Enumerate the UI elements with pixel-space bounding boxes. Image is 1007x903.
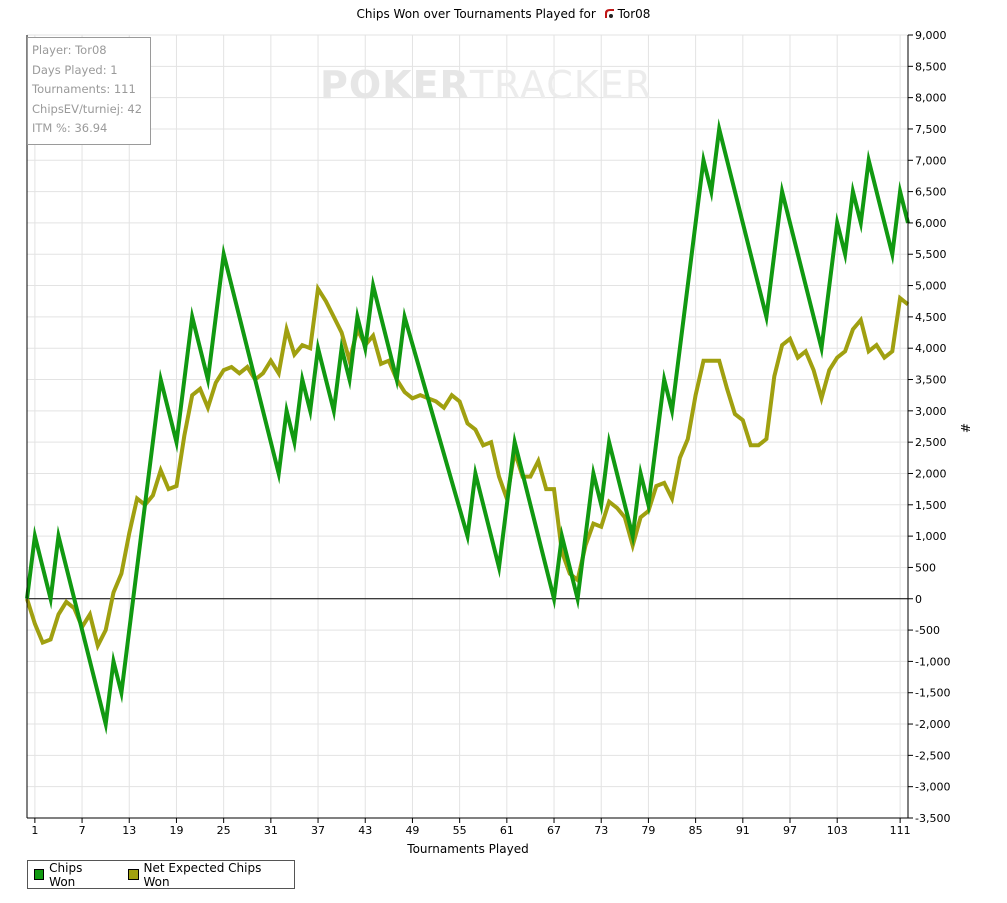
y-tick-label: -2,500 (915, 749, 950, 762)
y-tick-label: 8,500 (915, 60, 947, 73)
y-tick-label: 2,000 (915, 467, 947, 480)
x-tick-label: 85 (689, 824, 703, 837)
x-tick-label: 7 (79, 824, 86, 837)
y-tick-label: 1,000 (915, 530, 947, 543)
pokertracker-watermark: POKERTRACKER (320, 63, 652, 107)
y-axis-title: # (958, 423, 972, 433)
x-tick-label: 103 (827, 824, 848, 837)
stat-days-played: Days Played: 1 (32, 62, 118, 77)
x-tick-label: 97 (783, 824, 797, 837)
y-tick-label: -1,500 (915, 687, 950, 700)
stat-itm: ITM %: 36.94 (32, 121, 108, 135)
x-tick-label: 37 (311, 824, 325, 837)
series-line-net-expected (25, 282, 910, 652)
grid-lines (27, 34, 908, 819)
y-tick-label: 4,500 (915, 311, 947, 324)
player-name: Tor08 (617, 7, 651, 21)
legend-item-net-expected[interactable]: Net Expected Chips Won (128, 861, 278, 889)
chart-title: Chips Won over Tournaments Played for To… (0, 7, 1007, 21)
x-tick-label: 91 (736, 824, 750, 837)
x-tick-label: 25 (217, 824, 231, 837)
x-tick-label: 79 (641, 824, 655, 837)
y-tick-label: 4,000 (915, 342, 947, 355)
y-tick-label: 1,500 (915, 499, 947, 512)
y-axis-ticks: 9,000 8,500 8,000 7,500 7,000 6,500 6,000 5,500… (908, 29, 950, 825)
y-tick-label: 8,000 (915, 92, 947, 105)
y-tick-label: 7,500 (915, 123, 947, 136)
y-tick-label: -2,000 (915, 718, 950, 731)
y-tick-label: 9,000 (915, 29, 947, 42)
stat-player: Player: Tor08 (32, 43, 107, 57)
legend: Chips Won Net Expected Chips Won (27, 860, 295, 889)
legend-item-chips-won[interactable]: Chips Won (34, 861, 106, 889)
y-tick-label: 2,500 (915, 436, 947, 449)
x-tick-label: 111 (890, 824, 911, 837)
legend-label-net-expected: Net Expected Chips Won (143, 860, 262, 889)
x-tick-label: 55 (453, 824, 467, 837)
series-line-chips-won (25, 118, 910, 735)
x-axis-title: Tournaments Played (406, 842, 528, 856)
y-tick-label: 6,500 (915, 186, 947, 199)
legend-label-chips-won: Chips Won (49, 860, 83, 889)
x-tick-label: 19 (169, 824, 183, 837)
y-tick-label: -1,000 (915, 655, 950, 668)
y-tick-label: -3,500 (915, 812, 950, 825)
x-tick-label: 31 (264, 824, 278, 837)
y-tick-label: 0 (915, 593, 922, 606)
x-tick-label: 73 (594, 824, 608, 837)
y-tick-label: 7,000 (915, 154, 947, 167)
y-tick-label: 6,000 (915, 217, 947, 230)
stat-tournaments: Tournaments: 111 (32, 82, 136, 96)
x-axis-ticks: 1 7 13 19 25 31 37 43 49 55 61 67 73 79 85 91 97 103 111 (31, 818, 911, 837)
stat-chipsev: ChipsEV/turniej: 42 (32, 101, 143, 116)
chart-title-text: Chips Won over Tournaments Played for (356, 7, 596, 21)
y-tick-label: 5,500 (915, 248, 947, 261)
legend-swatch-net-expected (128, 869, 139, 880)
poker-tracker-logo-icon (604, 9, 614, 18)
x-tick-label: 1 (31, 824, 38, 837)
stats-box: Player: Tor08 Days Played: 1 Tournaments… (27, 37, 151, 145)
series-layer (25, 118, 910, 735)
x-tick-label: 13 (122, 824, 136, 837)
x-tick-label: 61 (500, 824, 514, 837)
x-tick-label: 67 (547, 824, 561, 837)
x-tick-label: 43 (358, 824, 372, 837)
x-tick-label: 49 (405, 824, 419, 837)
y-tick-label: 5,000 (915, 280, 947, 293)
watermark-light: TRACKER (469, 63, 653, 107)
legend-swatch-chips-won (34, 869, 45, 880)
y-tick-label: -500 (915, 624, 940, 637)
plot-frame (26, 35, 909, 819)
y-tick-label: 3,000 (915, 405, 947, 418)
y-tick-label: 500 (915, 561, 936, 574)
watermark-bold: POKER (320, 63, 470, 107)
y-tick-label: 3,500 (915, 374, 947, 387)
y-tick-label: -3,000 (915, 781, 950, 794)
